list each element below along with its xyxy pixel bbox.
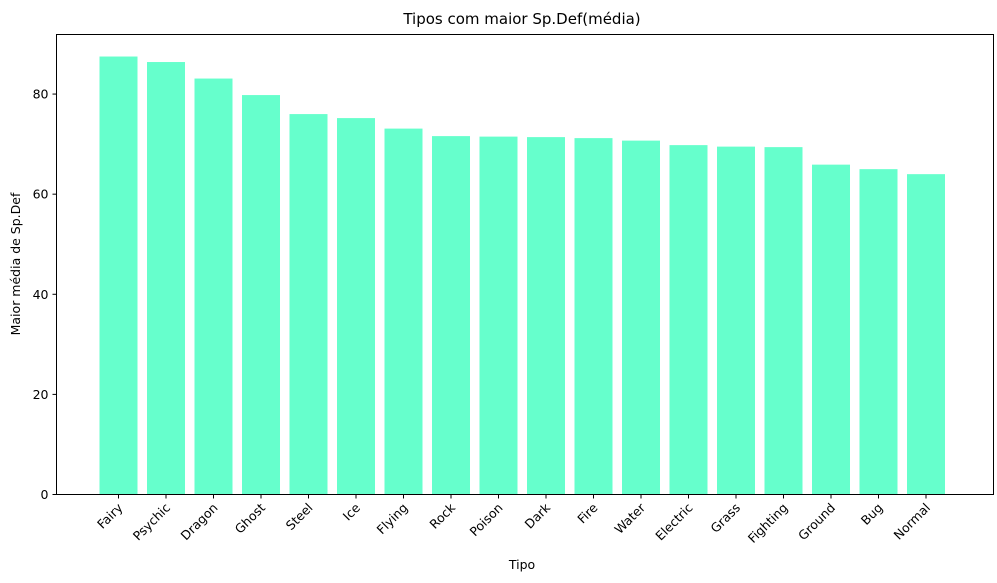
x-tick-label: Ghost — [232, 500, 269, 537]
bar-ghost — [242, 95, 280, 495]
bars-group — [99, 56, 945, 495]
chart-title: Tipos com maior Sp.Def(média) — [402, 10, 640, 28]
bar-rock — [432, 136, 470, 495]
bar-psychic — [147, 62, 185, 495]
y-tick-label: 0 — [41, 487, 49, 502]
y-tick-label: 80 — [33, 87, 49, 102]
x-tick-label: Ice — [340, 500, 364, 524]
y-axis-ticks: 0 20 40 60 80 — [33, 87, 57, 502]
bar-dark — [527, 137, 565, 495]
x-tick-label: Fire — [574, 500, 601, 527]
x-tick-label: Dragon — [178, 500, 221, 543]
bar-fire — [574, 138, 613, 495]
x-axis-ticks: Fairy Psychic Dragon Ghost Steel Ice Flying Roc… — [94, 494, 934, 546]
x-tick-label: Fairy — [94, 500, 126, 532]
y-tick-label: 40 — [33, 287, 49, 302]
bar-water — [622, 140, 660, 495]
bar-steel — [289, 114, 328, 495]
bar-poison — [479, 136, 518, 495]
bar-fairy — [99, 56, 138, 495]
y-tick-label: 60 — [33, 187, 49, 202]
x-tick-label: Steel — [283, 500, 316, 533]
bar-ice — [337, 118, 375, 495]
x-tick-label: Electric — [652, 500, 695, 543]
x-tick-label: Poison — [467, 500, 506, 539]
y-tick-label: 20 — [33, 387, 49, 402]
x-tick-label: Dark — [522, 499, 554, 531]
x-tick-label: Normal — [891, 500, 934, 543]
x-tick-label: Grass — [707, 500, 743, 536]
x-tick-label: Ground — [795, 500, 838, 543]
x-tick-label: Flying — [374, 500, 411, 537]
bar-bug — [859, 169, 898, 495]
bar-grass — [717, 146, 755, 495]
x-tick-label: Bug — [858, 500, 886, 528]
x-tick-label: Water — [611, 499, 648, 536]
bar-normal — [907, 174, 945, 495]
bar-electric — [669, 145, 708, 495]
x-tick-label: Psychic — [130, 500, 173, 543]
y-axis-label: Maior média de Sp.Def — [8, 192, 23, 335]
bar-dragon — [194, 78, 233, 495]
x-tick-label: Rock — [426, 499, 458, 531]
bar-fighting — [764, 147, 803, 495]
plot-frame — [56, 34, 994, 495]
bar-flying — [384, 128, 423, 495]
bar-ground — [812, 164, 850, 495]
x-axis-label: Tipo — [508, 557, 535, 572]
x-tick-label: Fighting — [745, 500, 791, 546]
